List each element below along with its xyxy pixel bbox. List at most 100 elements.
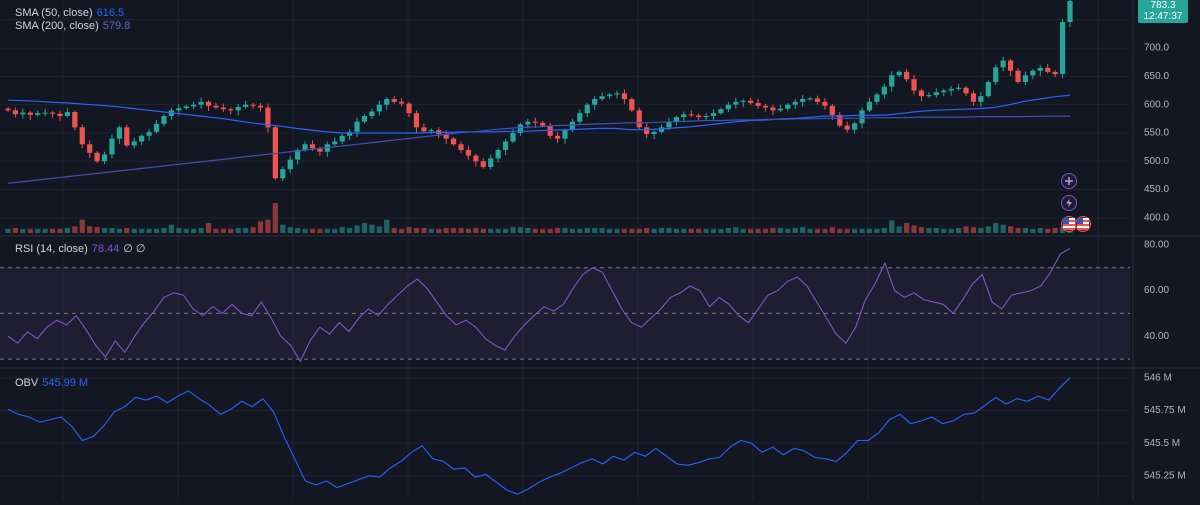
volume-bar	[79, 219, 85, 233]
volume-bar	[859, 228, 865, 233]
volume-bar	[64, 228, 71, 233]
candle-body	[1059, 22, 1066, 75]
volume-bar	[213, 228, 219, 233]
candle-body	[502, 141, 509, 150]
candle-body	[933, 92, 939, 96]
obv-axis-tick: 545.25 M	[1144, 470, 1186, 481]
candle-body	[755, 102, 761, 106]
lightning-icon[interactable]	[1061, 195, 1077, 211]
volume-bar	[35, 228, 41, 233]
sma200-legend-value: 579.8	[102, 20, 131, 32]
candle-body	[361, 116, 368, 122]
volume-bar	[577, 228, 583, 233]
volume-bar	[666, 228, 672, 233]
candle-body	[792, 101, 798, 105]
rsi-legend[interactable]: RSI (14, close) 78.44 ∅ ∅	[15, 242, 146, 257]
candle-body	[20, 112, 26, 115]
candle-body	[265, 107, 271, 128]
candle-body	[874, 94, 880, 102]
candle-body	[391, 99, 397, 102]
volume-bar	[941, 228, 947, 233]
volume-bar	[592, 228, 598, 233]
volume-bar	[755, 228, 761, 233]
candle-body	[814, 98, 821, 102]
sma200-legend[interactable]: SMA (200, close) 579.8	[15, 19, 130, 34]
volume-bar	[644, 228, 650, 233]
candle-body	[829, 105, 835, 115]
volume-bar	[785, 228, 791, 233]
candle-body	[146, 131, 152, 136]
candle-body	[272, 127, 278, 179]
volume-bar	[12, 228, 19, 233]
volume-bar	[139, 228, 145, 233]
candle-body	[822, 101, 828, 106]
volume-bar	[703, 228, 709, 233]
us-flag-icon-2[interactable]	[1075, 216, 1091, 232]
candle-body	[703, 116, 709, 118]
volume-bar	[436, 228, 442, 233]
volume-bar	[458, 228, 464, 233]
candle-body	[710, 113, 717, 116]
candle-body	[584, 104, 590, 114]
rsi-axis-tick: 60.00	[1144, 285, 1169, 296]
volume-bar	[153, 228, 160, 233]
candle-body	[762, 105, 769, 108]
candle-body	[681, 114, 687, 118]
volume-bar	[272, 203, 278, 233]
obv-legend[interactable]: OBV 545.99 M	[15, 376, 88, 391]
volume-bar	[228, 228, 234, 233]
add-plus-icon[interactable]	[1061, 173, 1077, 189]
volume-bar	[621, 228, 628, 233]
candle-body	[636, 110, 642, 128]
candle-body	[198, 101, 204, 105]
volume-bar	[369, 224, 375, 233]
sma50-legend[interactable]: SMA (50, close) 616.5	[15, 6, 124, 21]
candle-body	[220, 107, 226, 110]
candle-body	[406, 103, 412, 114]
volume-bar	[800, 227, 806, 233]
candle-body	[42, 112, 48, 114]
candle-body	[963, 87, 969, 94]
candle-body	[450, 138, 457, 145]
volume-bar	[532, 228, 538, 233]
candle-body	[473, 155, 479, 162]
candle-body	[161, 116, 167, 124]
volume-bar	[473, 228, 479, 233]
candle-body	[354, 121, 360, 132]
candle-body	[49, 112, 56, 114]
candle-body	[280, 169, 286, 179]
volume-bar	[42, 228, 48, 233]
candle-body	[131, 141, 137, 146]
candle-body	[599, 96, 605, 100]
volume-bar	[540, 228, 546, 233]
volume-bar	[317, 228, 323, 233]
volume-bar	[963, 226, 969, 233]
candle-body	[27, 112, 33, 115]
sma200-line	[7, 115, 1070, 184]
candle-body	[1030, 70, 1036, 76]
volume-bar	[933, 228, 939, 233]
candle-body	[176, 108, 182, 111]
obv-axis-tick: 546 M	[1144, 372, 1172, 383]
volume-bar	[27, 228, 33, 233]
candle-body	[725, 104, 731, 110]
candle-body	[926, 95, 932, 97]
candle-body	[562, 130, 568, 139]
candle-body	[5, 108, 11, 111]
volume-bar	[347, 228, 353, 233]
volume-bar	[49, 228, 56, 233]
volume-bar	[257, 221, 264, 233]
candle-body	[918, 90, 925, 97]
volume-bar	[614, 228, 620, 233]
volume-bar	[792, 228, 798, 233]
candle-body	[1037, 67, 1043, 71]
sma50-line	[7, 94, 1071, 134]
volume-bar	[406, 227, 412, 233]
candle-body	[941, 90, 947, 93]
candle-body	[592, 99, 598, 105]
volume-bar	[710, 228, 717, 233]
volume-bar	[904, 223, 910, 233]
volume-bar	[606, 228, 613, 233]
